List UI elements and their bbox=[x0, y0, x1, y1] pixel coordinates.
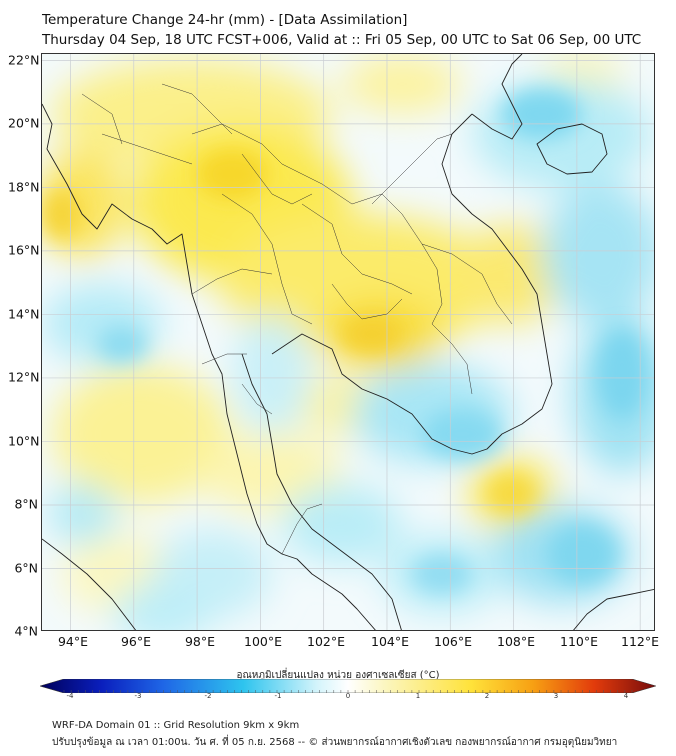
title-line-1: Temperature Change 24-hr (mm) - [Data As… bbox=[42, 12, 408, 28]
lat-label-16: 16°N bbox=[8, 242, 40, 258]
footer-model-info: WRF-DA Domain 01 :: Grid Resolution 9km … bbox=[52, 720, 300, 731]
map-gridlines bbox=[42, 54, 654, 630]
colorbar-label: อุณหภูมิเปลี่ยนแปลง หน่วย องศาเซลเซียส (… bbox=[236, 670, 440, 681]
lon-label-104: 104°E bbox=[370, 634, 410, 649]
figure-title: Temperature Change 24-hr (mm) - [Data As… bbox=[42, 10, 641, 50]
colorbar-tick-neg2: -2 bbox=[204, 692, 212, 700]
colorbar-tick-0: 0 bbox=[345, 692, 351, 700]
lon-label-106: 106°E bbox=[433, 634, 473, 649]
temperature-change-map bbox=[42, 54, 654, 630]
lon-label-96: 96°E bbox=[120, 634, 152, 649]
lon-label-112: 112°E bbox=[620, 634, 660, 649]
colorbar-gradient bbox=[40, 679, 656, 693]
colorbar-tick-1: 1 bbox=[415, 692, 421, 700]
colorbar-tick-2: 2 bbox=[484, 692, 490, 700]
colorbar-tick-4: 4 bbox=[623, 692, 629, 700]
lat-label-6: 6°N bbox=[14, 560, 38, 576]
colorbar-tick-neg1: -1 bbox=[274, 692, 282, 700]
footer-update-info: ปรับปรุงข้อมูล ณ เวลา 01:00น. วัน ศ. ที่… bbox=[52, 737, 618, 748]
lat-label-14: 14°N bbox=[8, 306, 40, 322]
lon-label-110: 110°E bbox=[559, 634, 599, 649]
lat-label-4: 4°N bbox=[14, 623, 38, 639]
lat-label-18: 18°N bbox=[8, 179, 40, 195]
lat-label-20: 20°N bbox=[8, 115, 40, 131]
colorbar-tick-neg3: -3 bbox=[134, 692, 142, 700]
lon-label-108: 108°E bbox=[496, 634, 536, 649]
map-panel bbox=[41, 53, 655, 631]
lat-label-22: 22°N bbox=[8, 52, 40, 68]
lat-label-10: 10°N bbox=[8, 433, 40, 449]
colorbar-tick-neg4: -4 bbox=[66, 692, 74, 700]
lon-label-98: 98°E bbox=[184, 634, 216, 649]
lat-label-8: 8°N bbox=[14, 496, 38, 512]
colorbar bbox=[40, 679, 656, 693]
province-borders bbox=[81, 83, 513, 555]
title-line-2: Thursday 04 Sep, 18 UTC FCST+006, Valid … bbox=[42, 32, 642, 48]
lon-label-102: 102°E bbox=[306, 634, 346, 649]
lat-label-12: 12°N bbox=[8, 369, 40, 385]
colorbar-tick-3: 3 bbox=[553, 692, 559, 700]
lon-label-100: 100°E bbox=[243, 634, 283, 649]
field-detail-layer bbox=[42, 89, 647, 594]
lon-label-94: 94°E bbox=[57, 634, 89, 649]
